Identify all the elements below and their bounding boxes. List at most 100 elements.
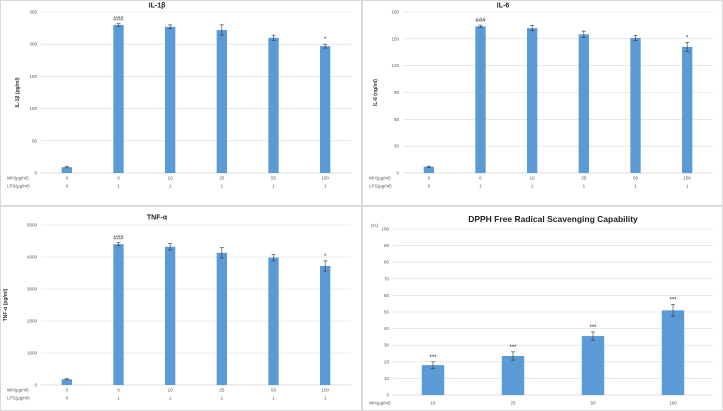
x-tick-label: 1 [221,396,224,401]
tnfa-chart-panel: TNF-α TNF-α (pg/ml) 0 1000 2000 3000 4000 5000 W… [0,206,362,411]
y-tick-label: 30 [394,144,400,149]
x-tick-label: 10 [530,176,536,181]
significance-label: * [324,254,327,260]
x-tick-label: 25 [219,388,225,393]
bar [165,246,176,385]
x-tick-label: 50 [271,388,277,393]
bar [320,265,331,385]
x-tick-label: 10 [168,388,174,393]
x-tick-label: 1 [272,184,275,189]
x-tick-label: 0 [479,176,482,181]
x-tick-label: 100 [669,401,677,406]
y-tick-label: 70 [384,276,390,281]
chart-title: TNF-α [147,214,168,221]
bar [578,34,589,173]
x-tick-label: 0 [428,176,431,181]
x-tick-label: 100 [321,388,329,393]
dpph-chart-panel: DPPH Free Radical Scavenging Capability (… [362,206,723,411]
x-row-label: LPS(μg/ml) [7,184,30,189]
bar [216,252,227,385]
bar [113,24,124,173]
y-tick-label: 0 [396,171,399,176]
bar [165,26,176,174]
x-tick-label: 100 [683,176,691,181]
y-tick-label: 150 [29,74,37,79]
x-tick-label: 1 [117,184,120,189]
chart-title: IL-1β [149,2,166,9]
bar [113,244,124,385]
bar [527,28,538,173]
x-tick-label: 1 [221,184,224,189]
y-tick-label: 1000 [27,351,38,356]
bar [61,167,72,173]
y-tick-label: 10 [384,376,390,381]
x-tick-label: 1 [583,184,586,189]
x-tick-label: 1 [531,184,534,189]
y-tick-label: 50 [384,310,390,315]
x-tick-label: 1 [117,396,120,401]
x-tick-label: 0 [66,176,69,181]
x-row-label: WH(μg/ml) [7,388,29,393]
significance-label: ### [113,17,124,23]
y-tick-label: 60 [384,293,390,298]
significance-label: *** [589,325,597,331]
y-tick-label: 5000 [27,223,38,228]
x-tick-label: 10 [430,401,436,406]
y-tick-label: 180 [391,10,399,15]
significance-label: *** [509,345,517,351]
x-tick-label: 1 [272,396,275,401]
chart-title: DPPH Free Radical Scavenging Capability [468,214,638,224]
bar [216,30,227,174]
y-tick-label: 200 [29,42,37,47]
x-tick-label: 1 [324,184,327,189]
bar [423,166,434,173]
x-tick-label: 10 [168,176,174,181]
significance-label: ### [475,18,486,24]
y-tick-label: 50 [32,138,38,143]
y-tick-label: 120 [391,63,399,68]
il1b-chart-panel: IL-1β IL-1β (pg/ml) 0 50 100 150 200 250 WH(μg/m… [0,0,362,206]
bar [61,379,72,385]
significance-label: ### [113,236,124,242]
x-tick-label: 1 [686,184,689,189]
x-tick-label: 25 [219,176,225,181]
bar [320,46,331,173]
y-axis-label: TNF-α (pg/ml) [3,288,9,321]
x-tick-label: 0 [117,176,120,181]
y-tick-label: 90 [394,90,400,95]
bar [421,365,445,395]
y-tick-label: 100 [381,227,389,232]
chart-title: IL-6 [497,2,510,9]
x-tick-label: 1 [169,396,172,401]
x-tick-label: 1 [324,396,327,401]
y-tick-label: 100 [29,106,37,111]
significance-label: *** [429,355,437,361]
significance-label: * [686,35,689,41]
y-tick-label: 250 [29,10,37,15]
y-tick-label: 20 [384,359,390,364]
bar [581,336,605,395]
y-tick-label: 40 [384,326,390,331]
significance-label: * [324,37,327,43]
y-tick-label: 0 [34,383,37,388]
x-tick-label: 50 [590,401,596,406]
x-tick-label: 25 [510,401,516,406]
il6-chart-panel: IL-6 IL-6 (ng/ml) 0 30 60 90 120 150 180 WH(μg/ml… [362,0,723,206]
y-tick-label: 3000 [27,287,38,292]
bar [475,26,486,173]
y-axis-label: IL-6 (ng/ml) [373,79,379,106]
y-tick-label: 60 [394,117,400,122]
y-axis-label: IL-1β (pg/ml) [15,77,21,107]
x-tick-label: 1 [479,184,482,189]
y-tick-label: 0 [386,393,389,398]
y-tick-label: 90 [384,243,390,248]
bar [268,37,279,174]
significance-label: *** [669,298,677,304]
bar [661,310,685,395]
x-tick-label: 0 [66,396,69,401]
bar [501,355,525,395]
x-tick-label: 50 [271,176,277,181]
y-tick-label: 4000 [27,255,38,260]
